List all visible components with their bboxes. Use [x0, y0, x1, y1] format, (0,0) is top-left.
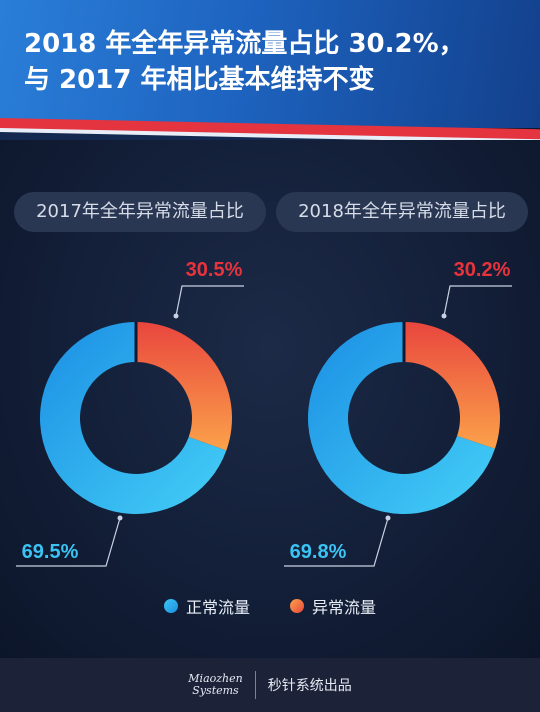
footer: Miaozhen Systems 秒针系统出品	[0, 658, 540, 712]
slice-normal-0	[40, 322, 227, 514]
legend-item-normal: 正常流量	[163, 594, 250, 618]
footer-divider	[254, 671, 256, 699]
slice-normal-1	[308, 322, 495, 514]
chart-title-2018: 2018年全年异常流量占比	[276, 192, 528, 232]
brand-line-2: Systems	[192, 684, 239, 697]
chart-title-2017: 2017年全年异常流量占比	[14, 192, 266, 232]
leader-dot-normal-0	[117, 515, 123, 521]
leader-abnormal-1	[443, 285, 512, 317]
legend-label-abnormal: 异常流量	[312, 598, 377, 617]
legend: 正常流量 异常流量	[0, 594, 540, 618]
title-line-1: 2018 年全年异常流量占比 30.2%，	[24, 29, 465, 59]
label-abnormal-0: 30.5%	[186, 259, 243, 281]
legend-label-normal: 正常流量	[185, 598, 250, 617]
leader-normal-0	[16, 517, 121, 567]
header-banner: 2018 年全年异常流量占比 30.2%， 与 2017 年相比基本维持不变	[0, 0, 540, 128]
leader-dot-abnormal-1	[441, 313, 447, 319]
leader-normal-1	[284, 517, 389, 567]
label-normal-1: 69.8%	[290, 541, 347, 563]
abnormal-dot-icon	[290, 599, 304, 613]
leader-dot-normal-1	[385, 515, 391, 521]
leader-abnormal-0	[175, 285, 244, 317]
label-abnormal-1: 30.2%	[454, 259, 511, 281]
footer-credit: 秒针系统出品	[267, 678, 352, 694]
brand-line-1: Miaozhen	[188, 672, 243, 685]
slice-abnormal-0	[136, 322, 232, 451]
normal-dot-icon	[163, 599, 178, 613]
brand-logo: Miaozhen Systems	[188, 673, 242, 697]
title-line-2: 与 2017 年相比基本维持不变	[24, 65, 375, 95]
donut-charts: 30.5% 69.5% 30.2% 69.8%	[16, 259, 512, 567]
label-normal-0: 69.5%	[22, 541, 79, 563]
legend-item-abnormal: 异常流量	[290, 594, 376, 618]
slice-abnormal-1	[404, 322, 500, 449]
leader-dot-abnormal-0	[173, 313, 179, 319]
page-title: 2018 年全年异常流量占比 30.2%， 与 2017 年相比基本维持不变	[24, 26, 465, 98]
